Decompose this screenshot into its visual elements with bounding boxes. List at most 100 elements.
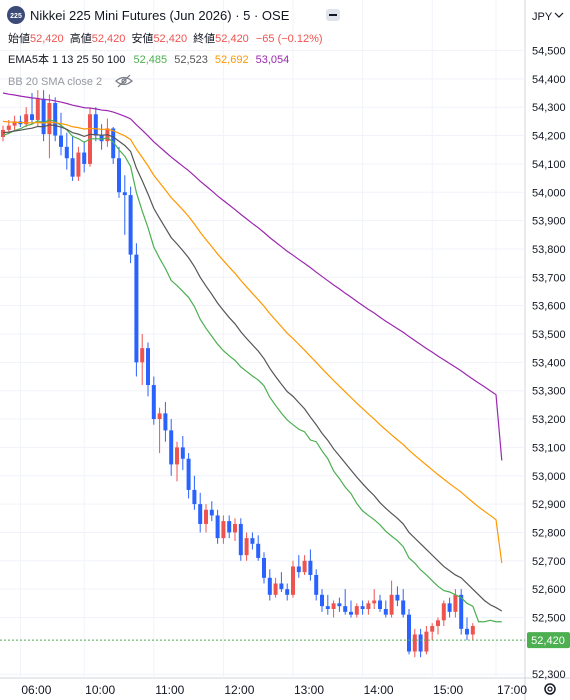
y-tick-label: 53,300 [532, 386, 566, 398]
x-tick-label: 17:00 [497, 683, 527, 697]
candle [1, 125, 5, 142]
candle [227, 515, 232, 539]
symbol-title[interactable]: Nikkei 225 Mini Futures (Jun 2026) · 5 ·… [30, 8, 290, 23]
candle [244, 532, 249, 561]
candle [395, 586, 400, 607]
candle [41, 90, 46, 142]
y-tick-label: 54,000 [532, 187, 566, 199]
candle [76, 146, 81, 181]
grid [0, 0, 525, 678]
eye-off-icon[interactable] [115, 74, 133, 88]
currency-label[interactable]: JPY [532, 11, 553, 23]
candle [273, 577, 278, 598]
candle-body [325, 606, 330, 609]
candle [221, 515, 226, 544]
change-value: −65 (−0.12%) [256, 33, 323, 45]
candle [24, 107, 29, 128]
candle [180, 436, 185, 471]
chevron-down-icon[interactable] [554, 12, 564, 18]
minus-icon [329, 14, 337, 16]
price-axis[interactable]: 54,500 54,400 54,300 54,200 54,100 54,000 53,9… [532, 46, 566, 682]
candle-body [465, 628, 469, 635]
y-tick-label: 52,500 [532, 613, 566, 625]
ema-label: EMA5本 1 13 25 50 100 [8, 52, 125, 66]
candle [64, 132, 69, 170]
candle [192, 475, 197, 510]
candle-body [383, 608, 388, 615]
y-tick-label: 54,300 [532, 102, 566, 114]
candle-body [354, 606, 359, 615]
candle-body [128, 195, 133, 255]
candle-body [273, 583, 278, 595]
x-tick-label: 15:00 [433, 683, 463, 697]
candle-body [24, 114, 29, 125]
candle [146, 342, 150, 397]
candle [111, 127, 116, 164]
candle [459, 589, 464, 635]
candle [250, 532, 255, 550]
candle [186, 453, 191, 499]
close-label: 終値 [193, 31, 215, 45]
y-tick-label: 53,200 [532, 414, 566, 426]
candle-body [337, 603, 342, 607]
y-tick-label: 54,400 [532, 74, 566, 86]
time-axis[interactable]: 06:00 10:00 11:00 12:00 13:00 14:00 15:00 17:00 [21, 683, 527, 697]
y-tick-label: 53,400 [532, 357, 566, 369]
candle-body [59, 135, 63, 147]
candle-body [308, 560, 313, 575]
candle [320, 589, 324, 612]
candle [412, 628, 417, 658]
candle [401, 589, 406, 618]
candle [470, 623, 475, 641]
candle [430, 623, 435, 641]
candle [424, 626, 429, 655]
candle [372, 589, 377, 609]
open-label: 始値 [8, 31, 30, 45]
candle-body [401, 600, 406, 615]
candle-body [215, 515, 220, 539]
candle-body [227, 521, 232, 533]
candle [331, 600, 336, 618]
symbol-logo-icon[interactable] [7, 6, 25, 24]
candle [215, 509, 220, 544]
candle [163, 402, 168, 442]
candle-body [192, 489, 197, 505]
symbol-logo-text: 225 [10, 13, 22, 20]
candle-body [296, 566, 301, 573]
candle-body [221, 521, 226, 539]
x-tick-label: 13:00 [294, 683, 324, 697]
candle-body [198, 504, 203, 524]
candle-body [111, 128, 116, 159]
ema-line [2, 92, 503, 461]
candle [465, 617, 469, 641]
candle-body [140, 348, 145, 363]
candle-body [372, 600, 377, 604]
gear-icon[interactable] [544, 683, 556, 695]
y-tick-label: 52,300 [532, 669, 566, 681]
candle [349, 600, 353, 618]
ema-line [2, 119, 502, 623]
candle-body [279, 583, 284, 590]
ema-line [2, 120, 503, 564]
candle [53, 97, 58, 142]
candle-body [1, 129, 5, 137]
last-price-badge [527, 632, 570, 649]
candle [262, 552, 266, 584]
candle-body [256, 543, 261, 558]
bb-legend[interactable]: BB 20 SMA close 2 [8, 76, 102, 88]
close-value: 52,420 [215, 33, 249, 45]
ema-legend[interactable]: EMA5本 1 13 25 50 100 52,485 52,523 52,69… [8, 52, 289, 66]
candle-body [250, 538, 255, 544]
candle-body [360, 606, 365, 609]
candle [441, 600, 446, 627]
candle-body [134, 254, 139, 363]
candle-body [412, 634, 417, 652]
ema-13-value: 52,485 [133, 54, 167, 66]
candle [70, 135, 75, 181]
x-tick-label: 11:00 [155, 683, 184, 697]
candle-body [99, 135, 104, 142]
candle [296, 555, 301, 578]
candle [418, 628, 423, 658]
ema-50-value: 52,692 [215, 54, 249, 66]
